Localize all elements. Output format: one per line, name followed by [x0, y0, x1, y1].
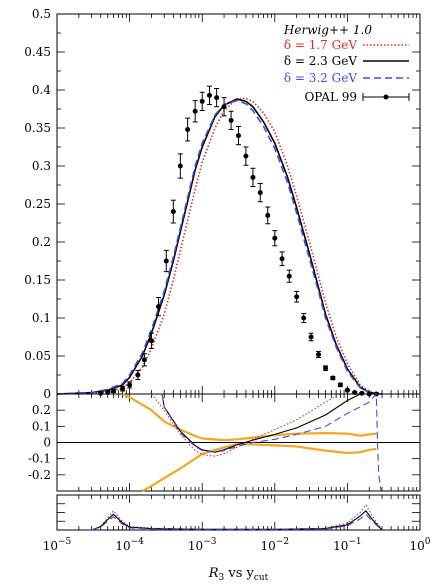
y-tick-label: 0: [43, 387, 51, 401]
y-tick-label: 0.25: [24, 197, 51, 211]
data-point: [250, 174, 256, 180]
data-point: [155, 304, 161, 310]
data-point: [185, 127, 191, 133]
data-point: [243, 153, 249, 159]
y-tick-label: 0.1: [32, 311, 51, 325]
x-tick-label: 10−4: [115, 537, 144, 553]
data-point: [316, 351, 322, 357]
main-y-tick-labels: 0 0.05 0.1 0.15 0.2 0.25 0.3 0.35 0.4 0.45 0.5: [24, 7, 51, 401]
legend: Herwig++ 1.0 δ = 1.7 GeV δ = 2.3 GeV δ =…: [283, 23, 410, 104]
chi2-panel: 10−5 10−4 10−3 10−2 10−1 100: [43, 494, 431, 553]
y-tick-label: 0.2: [32, 403, 51, 417]
data-point: [214, 95, 220, 101]
ratio-series-line-0: [151, 393, 341, 457]
legend-label-opal: OPAL 99: [304, 90, 357, 104]
data-point: [272, 235, 278, 241]
chi2-series: [91, 503, 383, 531]
chi2-series-line-1: [91, 509, 383, 531]
data-point: [279, 256, 285, 262]
x-tick-label: 10−2: [261, 537, 290, 553]
y-tick-label: 0: [43, 436, 51, 450]
legend-label-delta-3-2: δ = 3.2 GeV: [284, 71, 357, 85]
data-point: [199, 98, 205, 104]
data-point: [235, 133, 241, 139]
y-tick-label: -0.2: [28, 468, 51, 482]
y-tick-label: 0.35: [24, 121, 51, 135]
data-point: [170, 209, 176, 215]
y-tick-label: 0.05: [24, 349, 51, 363]
x-tick-label: 10−5: [43, 537, 72, 553]
data-point: [344, 387, 350, 393]
main-series-line-1: [56, 98, 383, 395]
y-tick-label: 0.4: [32, 83, 51, 97]
main-plot-frame: [56, 13, 421, 395]
data-point: [110, 388, 116, 394]
chi2-ticks: [56, 495, 421, 530]
legend-marker-dot: [383, 94, 389, 100]
data-point: [323, 365, 329, 371]
data-point: [135, 372, 141, 378]
data-point: [206, 92, 212, 98]
data-point: [286, 273, 292, 279]
y-tick-label: 0.15: [24, 273, 51, 287]
x-tick-label: 100: [409, 537, 430, 553]
main-panel: 0 0.05 0.1 0.15 0.2 0.25 0.3 0.35 0.4 0.45 0.5 Her…: [24, 7, 421, 401]
data-point: [308, 334, 314, 340]
data-point: [120, 386, 126, 392]
ratio-series-line-2: [161, 392, 382, 492]
main-ticks: [56, 13, 421, 395]
ratio-series-line-1: [161, 393, 361, 453]
legend-title: Herwig++ 1.0: [283, 23, 372, 37]
main-series-line-0: [56, 97, 383, 395]
data-point: [141, 357, 147, 363]
main-series-line-2: [56, 99, 383, 395]
y-tick-label: 0.45: [24, 45, 51, 59]
data-point: [265, 212, 271, 218]
legend-data-marker: [362, 93, 410, 101]
x-axis-title: R3 vs ycut: [208, 566, 269, 583]
data-point: [330, 375, 336, 381]
data-point: [301, 315, 307, 321]
legend-label-delta-2-3: δ = 2.3 GeV: [284, 54, 357, 68]
data-point: [221, 104, 227, 110]
chi2-plot-frame: [56, 494, 421, 531]
data-point: [228, 117, 234, 123]
y-tick-label: 0.3: [32, 159, 51, 173]
ratio-band-upper: [122, 392, 377, 442]
x-tick-label: 10−1: [333, 537, 362, 553]
ratio-band-lower: [141, 442, 377, 492]
ratio-series: [151, 392, 382, 492]
data-point: [177, 163, 183, 169]
data-point: [192, 108, 198, 114]
opal-data-points: [98, 85, 379, 397]
data-point: [359, 390, 365, 396]
y-tick-label: -0.1: [28, 452, 51, 466]
main-series: [56, 97, 383, 395]
data-point: [257, 190, 263, 196]
ratio-panel: -0.2 -0.1 0 0.1 0.2: [28, 392, 421, 492]
legend-label-delta-1-7: δ = 1.7 GeV: [284, 38, 357, 52]
x-tick-labels: 10−5 10−4 10−3 10−2 10−1 100: [43, 537, 431, 553]
data-point: [337, 382, 343, 388]
y-tick-label: 0.5: [32, 7, 51, 21]
data-point: [163, 258, 169, 264]
data-point: [148, 338, 154, 344]
data-point: [294, 294, 300, 300]
x-tick-label: 10−3: [188, 537, 217, 553]
chi2-series-line-0: [91, 503, 383, 531]
y-tick-label: 0.1: [32, 419, 51, 433]
ratio-y-tick-labels: -0.2 -0.1 0 0.1 0.2: [28, 403, 51, 482]
data-point: [127, 382, 133, 388]
y-tick-label: 0.2: [32, 235, 51, 249]
